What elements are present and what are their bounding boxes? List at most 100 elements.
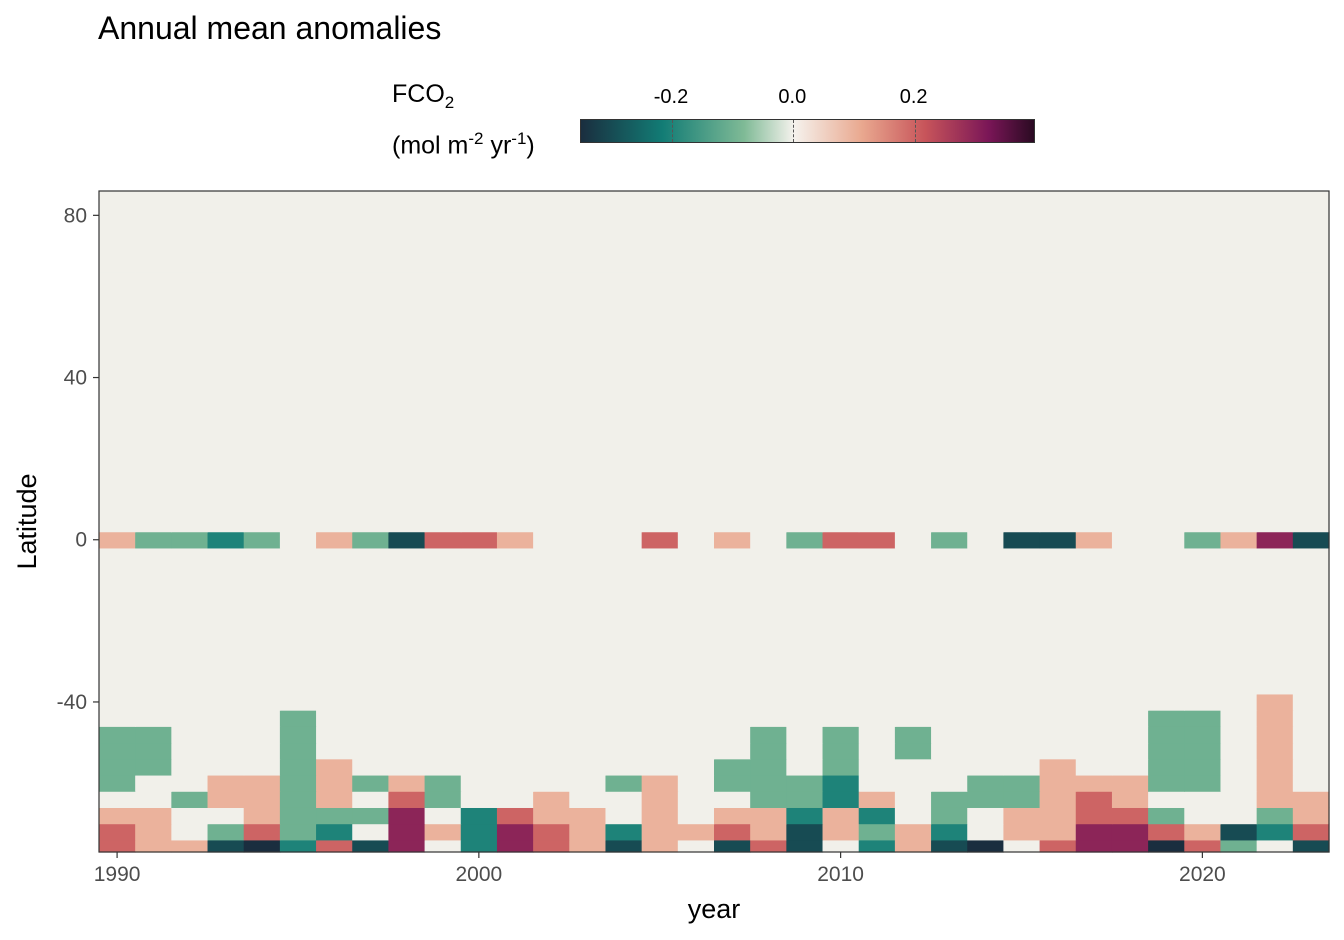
- heatmap-cell: [388, 726, 426, 744]
- heatmap-cell: [388, 255, 426, 273]
- heatmap-cell: [894, 255, 932, 273]
- heatmap-cell: [460, 758, 498, 776]
- heatmap-cell: [388, 823, 426, 841]
- heatmap-cell: [605, 369, 643, 387]
- heatmap-cell: [786, 304, 824, 322]
- heatmap-cell: [424, 418, 462, 435]
- heatmap-cell: [352, 466, 390, 484]
- heatmap-cell: [135, 547, 172, 565]
- heatmap-cell: [316, 482, 353, 500]
- heatmap-cell: [1148, 693, 1185, 711]
- heatmap-cell: [171, 369, 209, 387]
- heatmap-cell: [1111, 839, 1149, 853]
- heatmap-cell: [207, 499, 245, 517]
- heatmap-cell: [1148, 628, 1185, 646]
- heatmap-cell: [858, 596, 896, 614]
- heatmap-cell: [677, 645, 715, 662]
- heatmap-cell: [822, 726, 860, 744]
- legend-unit-close: ): [526, 131, 535, 160]
- heatmap-cell: [135, 791, 172, 808]
- heatmap-cell: [1220, 742, 1258, 760]
- heatmap-cell: [1184, 353, 1222, 371]
- heatmap-cell: [1148, 239, 1185, 257]
- heatmap-cell: [388, 645, 426, 662]
- heatmap-cell: [894, 580, 932, 598]
- heatmap-cell: [424, 726, 462, 744]
- heatmap-cell: [352, 612, 390, 630]
- heatmap-cell: [388, 223, 426, 241]
- heatmap-cell: [316, 823, 353, 841]
- heatmap-cell: [1075, 207, 1113, 225]
- heatmap-cell: [207, 369, 245, 387]
- heatmap-cell: [931, 531, 968, 549]
- heatmap-cell: [931, 661, 968, 679]
- heatmap-cell: [352, 839, 390, 853]
- heatmap-cell: [388, 774, 426, 792]
- heatmap-cell: [1003, 499, 1041, 517]
- heatmap-cell: [822, 288, 860, 306]
- heatmap-cell: [569, 515, 607, 533]
- heatmap-cell: [352, 742, 390, 760]
- heatmap-cell: [1111, 304, 1149, 322]
- heatmap-cell: [858, 661, 896, 679]
- heatmap-cell: [1292, 645, 1330, 662]
- heatmap-cell: [135, 272, 172, 289]
- heatmap-cell: [243, 418, 281, 435]
- heatmap-cell: [243, 353, 281, 371]
- heatmap-cell: [135, 336, 172, 354]
- heatmap-cell: [460, 677, 498, 695]
- heatmap-cell: [316, 385, 353, 403]
- heatmap-cell: [1111, 466, 1149, 484]
- legend-var-subscript: 2: [444, 93, 455, 112]
- heatmap-cell: [569, 564, 607, 581]
- heatmap-cell: [714, 207, 751, 225]
- heatmap-cell: [1003, 466, 1041, 484]
- heatmap-cell: [822, 272, 860, 289]
- heatmap-cell: [1256, 515, 1294, 533]
- heatmap-cell: [460, 628, 498, 646]
- heatmap-cell: [1039, 774, 1077, 792]
- heatmap-cell: [1039, 839, 1077, 853]
- heatmap-cell: [1220, 369, 1258, 387]
- heatmap-cell: [931, 645, 968, 662]
- heatmap-cell: [1111, 580, 1149, 598]
- heatmap-cell: [641, 401, 679, 419]
- legend-unit-mid: yr: [483, 131, 512, 160]
- heatmap-cell: [171, 499, 209, 517]
- heatmap-cell: [1003, 304, 1041, 322]
- heatmap-cell: [1220, 401, 1258, 419]
- heatmap-cell: [1075, 353, 1113, 371]
- heatmap-cell: [207, 693, 245, 711]
- heatmap-cell: [894, 823, 932, 841]
- heatmap-cell: [967, 791, 1005, 808]
- heatmap-cell: [496, 450, 534, 468]
- heatmap-cell: [352, 191, 390, 208]
- heatmap-cell: [569, 677, 607, 695]
- heatmap-cell: [496, 645, 534, 662]
- heatmap-cell: [424, 580, 462, 598]
- panel-border: [98, 190, 1330, 853]
- x-tick-label: 2000: [455, 863, 502, 886]
- heatmap-cell: [931, 482, 968, 500]
- colorbar: [580, 119, 1035, 143]
- heatmap-cell: [641, 645, 679, 662]
- heatmap-cell: [1256, 320, 1294, 338]
- heatmap-cell: [569, 580, 607, 598]
- heatmap-cell: [316, 450, 353, 468]
- heatmap-cell: [352, 450, 390, 468]
- heatmap-cell: [786, 418, 824, 435]
- heatmap-cell: [605, 418, 643, 435]
- heatmap-cell: [786, 239, 824, 257]
- heatmap-cell: [352, 807, 390, 825]
- heatmap-cell: [496, 385, 534, 403]
- heatmap-cell: [786, 320, 824, 338]
- heatmap-cell: [786, 661, 824, 679]
- heatmap-cell: [569, 499, 607, 517]
- heatmap-cell: [243, 401, 281, 419]
- heatmap-cell: [243, 336, 281, 354]
- heatmap-cell: [460, 207, 498, 225]
- heatmap-cell: [424, 839, 462, 853]
- heatmap-cell: [388, 418, 426, 435]
- heatmap-cell: [279, 385, 317, 403]
- heatmap-cell: [605, 710, 643, 727]
